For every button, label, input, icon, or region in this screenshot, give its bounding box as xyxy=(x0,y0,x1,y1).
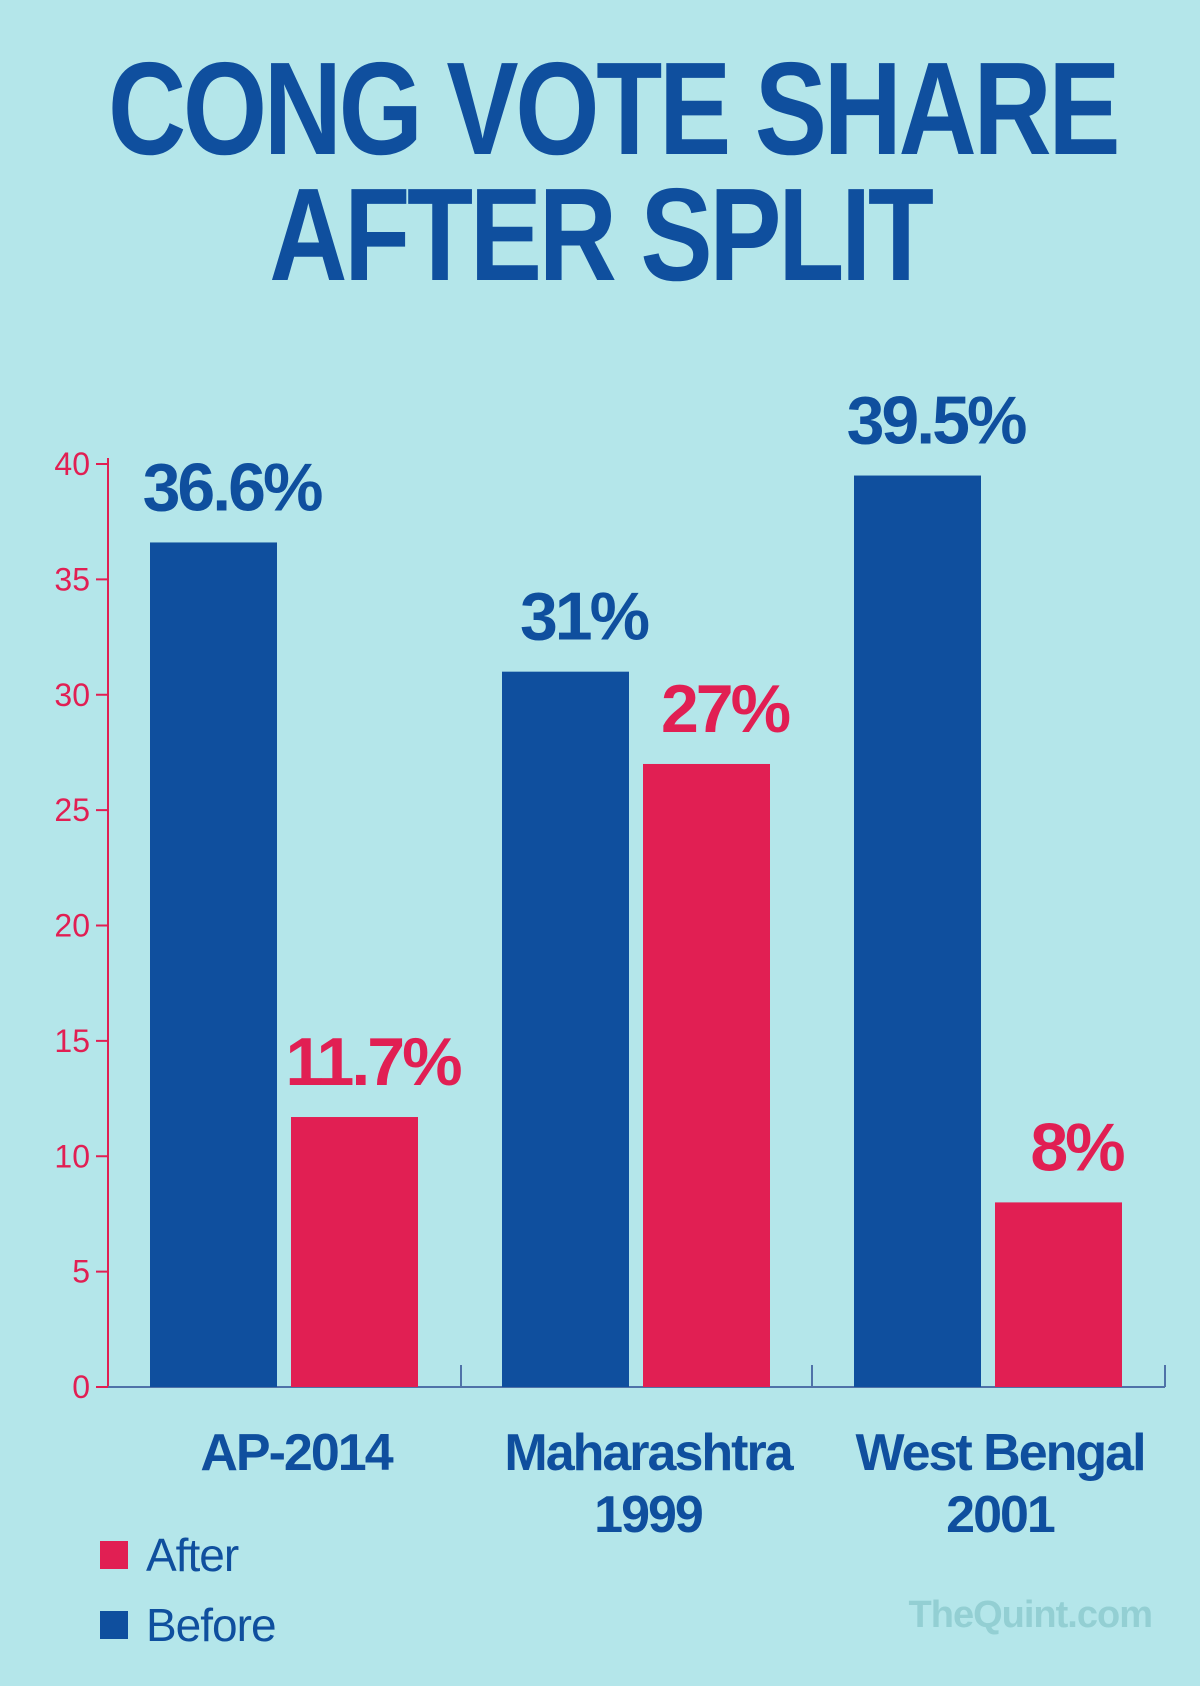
bar-after xyxy=(995,1202,1122,1387)
y-tick-label: 25 xyxy=(54,792,90,828)
y-tick-label: 40 xyxy=(54,446,90,482)
value-label-before: 39.5% xyxy=(847,383,1026,459)
watermark: TheQuint.com xyxy=(908,1594,1153,1636)
legend-item-after: After xyxy=(100,1520,276,1590)
y-tick-label: 5 xyxy=(72,1254,90,1290)
y-tick-label: 0 xyxy=(72,1369,90,1405)
bar-before xyxy=(854,475,981,1388)
category-label: AP-2014 xyxy=(200,1424,393,1482)
title-line-1: CONG VOTE SHARE xyxy=(108,35,1121,182)
bar-before xyxy=(502,671,629,1387)
category-label: West Bengal xyxy=(855,1424,1144,1482)
bar-before xyxy=(150,542,277,1387)
y-tick-label: 10 xyxy=(54,1138,90,1174)
value-label-before: 31% xyxy=(520,579,649,655)
value-label-before: 36.6% xyxy=(143,449,322,525)
category-label: 2001 xyxy=(946,1486,1055,1544)
legend-label-before: Before xyxy=(146,1599,277,1651)
title-line-2: AFTER SPLIT xyxy=(269,161,934,308)
y-tick-label: 30 xyxy=(54,677,90,713)
chart-title: CONG VOTE SHARE AFTER SPLIT xyxy=(0,35,1200,308)
legend-item-before: Before xyxy=(100,1590,277,1660)
legend-swatch-before xyxy=(100,1611,128,1639)
category-label: 1999 xyxy=(594,1486,702,1544)
legend-label-after: After xyxy=(146,1529,239,1581)
legend-swatch-after xyxy=(100,1541,128,1569)
y-tick-label: 20 xyxy=(54,908,90,944)
y-tick-label: 15 xyxy=(54,1023,90,1059)
category-label: Maharashtra xyxy=(504,1424,794,1482)
y-tick-label: 35 xyxy=(54,561,90,597)
legend: After Before xyxy=(100,1520,277,1660)
bar-after xyxy=(291,1117,418,1387)
value-label-after: 11.7% xyxy=(285,1024,461,1100)
value-label-after: 8% xyxy=(1030,1109,1124,1185)
bar-after xyxy=(643,763,770,1387)
value-label-after: 27% xyxy=(661,671,790,747)
